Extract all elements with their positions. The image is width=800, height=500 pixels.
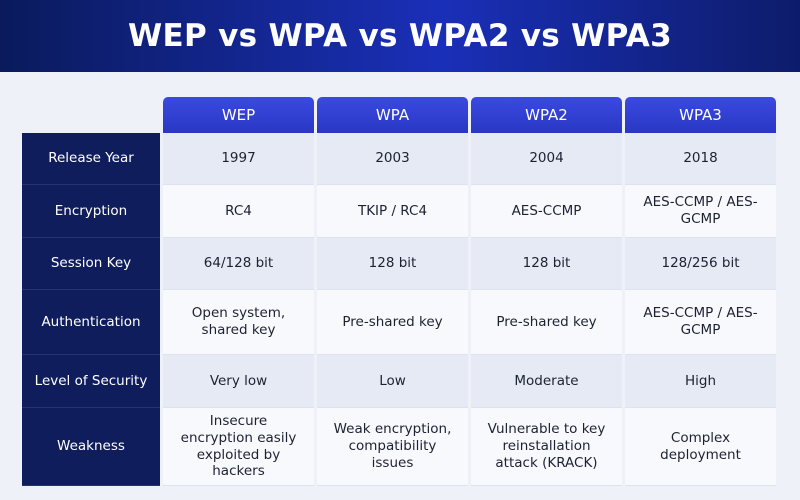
header: WEP vs WPA vs WPA2 vs WPA3 — [0, 0, 800, 72]
row-label: Session Key — [22, 238, 160, 290]
table-cell: 128 bit — [317, 238, 468, 290]
row-label: Authentication — [22, 290, 160, 355]
column-header: WPA — [317, 97, 468, 133]
title: WEP vs WPA vs WPA2 vs WPA3 — [128, 18, 672, 54]
row-label: Release Year — [22, 133, 160, 185]
table-cell: Vulnerable to key reinstallation attack … — [471, 408, 622, 486]
table-cell: TKIP / RC4 — [317, 185, 468, 238]
table-cell: High — [625, 355, 776, 408]
table-cell: Moderate — [471, 355, 622, 408]
table-cell: 64/128 bit — [163, 238, 314, 290]
table-cell: Pre-shared key — [471, 290, 622, 355]
table-cell: RC4 — [163, 185, 314, 238]
table-cell: 128 bit — [471, 238, 622, 290]
table-cell: AES-CCMP / AES-GCMP — [625, 185, 776, 238]
table-cell: 1997 — [163, 133, 314, 185]
table-cell: AES-CCMP / AES-GCMP — [625, 290, 776, 355]
corner-cell — [22, 97, 160, 133]
table-cell: 2018 — [625, 133, 776, 185]
table-cell: Pre-shared key — [317, 290, 468, 355]
table-cell: 128/256 bit — [625, 238, 776, 290]
table-cell: Insecure encryption easily exploited by … — [163, 408, 314, 486]
column-header: WPA3 — [625, 97, 776, 133]
table-cell: Very low — [163, 355, 314, 408]
row-label: Encryption — [22, 185, 160, 238]
table-cell: Open system, shared key — [163, 290, 314, 355]
table-cell: 2003 — [317, 133, 468, 185]
column-header: WEP — [163, 97, 314, 133]
row-label: Weakness — [22, 408, 160, 486]
table-cell: Complex deployment — [625, 408, 776, 486]
table-cell: Low — [317, 355, 468, 408]
table-cell: 2004 — [471, 133, 622, 185]
row-label: Level of Security — [22, 355, 160, 408]
comparison-table: WEP WPA WPA2 WPA3 Release Year 1997 2003 2004 20… — [22, 97, 776, 486]
column-header: WPA2 — [471, 97, 622, 133]
table-cell: Weak encryption, compatibility issues — [317, 408, 468, 486]
table-cell: AES-CCMP — [471, 185, 622, 238]
